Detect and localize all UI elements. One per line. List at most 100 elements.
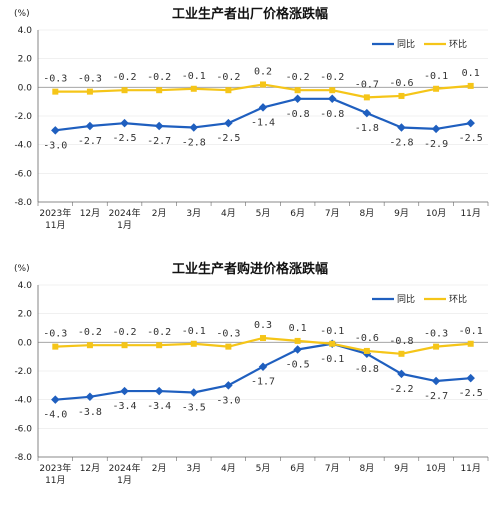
data-label: -2.5 <box>112 133 136 144</box>
data-label: -0.8 <box>320 109 344 120</box>
data-point <box>189 388 199 397</box>
data-label: -2.2 <box>389 384 413 395</box>
data-label: -3.4 <box>112 401 136 412</box>
data-point <box>85 392 95 402</box>
data-label: -2.7 <box>147 136 171 147</box>
x-tick-label: 5月 <box>256 208 271 219</box>
x-tick-label: 5月 <box>256 463 271 474</box>
data-point <box>121 87 128 94</box>
x-tick-label: 9月 <box>394 208 409 219</box>
y-tick-label: -2.0 <box>14 112 32 122</box>
x-tick-label: 8月 <box>359 463 374 474</box>
y-tick-label: -8.0 <box>14 453 32 463</box>
chart-title: 工业生产者购进价格涨跌幅 <box>172 261 328 277</box>
data-label: -0.8 <box>355 364 379 375</box>
data-label: -2.5 <box>216 133 240 144</box>
data-label: -0.2 <box>320 72 344 83</box>
data-point <box>51 395 60 404</box>
data-label: -0.2 <box>112 72 136 83</box>
y-tick-label: 0.0 <box>18 83 33 93</box>
data-label: -2.7 <box>424 391 448 402</box>
data-point <box>363 94 370 101</box>
x-tick-label: 11月 <box>45 220 65 231</box>
y-tick-label: -8.0 <box>14 198 32 208</box>
chart-ppi-output: 工业生产者出厂价格涨跌幅 (%) 4.0 2.0 0.0 -2.0 -4.0 -6.0 -8.0… <box>14 6 489 231</box>
data-label: -0.2 <box>147 72 171 83</box>
data-point <box>120 386 129 396</box>
data-point <box>156 87 163 94</box>
y-tick-label: 0.0 <box>18 338 33 348</box>
x-tick-label: 4月 <box>221 463 236 474</box>
data-point <box>225 343 232 350</box>
data-label: -0.7 <box>355 79 379 90</box>
data-label: -3.4 <box>147 401 171 412</box>
data-label: -0.8 <box>286 109 310 120</box>
data-point <box>189 123 199 132</box>
data-point <box>52 343 59 350</box>
data-point <box>293 94 302 104</box>
data-point <box>121 342 128 349</box>
x-tick-label: 11月 <box>45 475 65 486</box>
chart-svg: 工业生产者出厂价格涨跌幅 (%) 4.0 2.0 0.0 -2.0 -4.0 -6.0 -8.0… <box>14 6 489 231</box>
x-tick-label: 1月 <box>117 475 132 486</box>
x-tick-label: 2023年 <box>39 207 71 219</box>
x-tick-label: 6月 <box>290 208 305 219</box>
data-label: -0.8 <box>389 336 413 347</box>
data-point <box>51 126 60 135</box>
data-point <box>293 345 302 354</box>
data-point <box>466 118 475 128</box>
x-tick-label: 8月 <box>359 208 374 219</box>
data-point <box>225 87 232 94</box>
legend-label: 同比 <box>397 293 415 305</box>
data-point <box>327 94 337 104</box>
data-point <box>329 87 336 94</box>
data-point <box>190 85 197 92</box>
data-label: -3.5 <box>182 403 206 414</box>
data-label: -0.6 <box>389 78 413 89</box>
data-point <box>433 343 440 350</box>
data-point <box>398 350 405 357</box>
y-tick-label: 4.0 <box>18 26 33 36</box>
data-point <box>154 121 164 131</box>
data-point <box>190 340 197 347</box>
x-tick-label: 2024年 <box>109 207 141 219</box>
data-label: -0.6 <box>355 333 379 344</box>
data-label: -2.8 <box>182 137 206 148</box>
data-label: -0.1 <box>182 326 206 337</box>
data-label: -3.0 <box>43 140 67 151</box>
chart-title: 工业生产者出厂价格涨跌幅 <box>172 6 328 22</box>
x-tick-label: 12月 <box>80 208 100 219</box>
data-point <box>224 118 233 128</box>
data-label: -0.1 <box>424 71 448 82</box>
data-point <box>431 376 441 386</box>
data-label: -2.5 <box>459 388 483 399</box>
data-label: -0.1 <box>320 326 344 337</box>
y-tick-label: -4.0 <box>14 396 32 406</box>
data-point <box>120 118 129 128</box>
data-label: -3.8 <box>78 407 102 418</box>
data-label: -0.3 <box>43 329 67 340</box>
data-label: -0.2 <box>147 327 171 338</box>
data-label: -0.2 <box>216 72 240 83</box>
data-label: 0.3 <box>254 320 272 331</box>
data-point <box>398 92 405 99</box>
data-label: 0.1 <box>462 68 480 79</box>
x-tick-label: 9月 <box>394 463 409 474</box>
y-unit-label: (%) <box>14 9 30 19</box>
data-label: -0.1 <box>320 354 344 365</box>
data-label: -0.3 <box>78 74 102 85</box>
data-label: -3.0 <box>216 395 240 406</box>
data-label: -4.0 <box>43 410 67 421</box>
data-label: -1.8 <box>355 123 379 134</box>
data-point <box>258 103 268 112</box>
data-label: -1.4 <box>251 117 275 128</box>
x-tick-label: 11月 <box>460 208 480 219</box>
y-tick-label: 2.0 <box>18 310 33 320</box>
data-point <box>224 381 233 390</box>
data-label: -0.3 <box>424 329 448 340</box>
data-label: -0.1 <box>182 71 206 82</box>
chart-svg: 工业生产者购进价格涨跌幅 (%) 4.0 2.0 0.0 -2.0 -4.0 -6.0 -8.0… <box>14 261 489 486</box>
x-tick-label: 10月 <box>426 463 446 474</box>
data-label: -0.2 <box>112 327 136 338</box>
y-tick-label: -2.0 <box>14 367 32 377</box>
